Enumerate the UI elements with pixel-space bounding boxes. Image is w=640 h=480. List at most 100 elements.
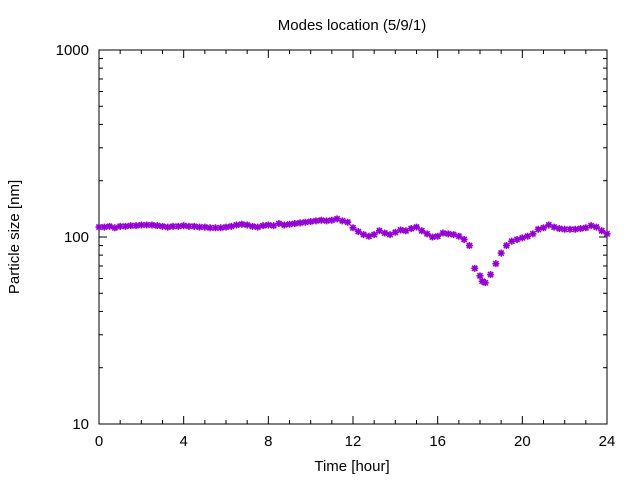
- data-point: [254, 223, 262, 231]
- data-point: [106, 222, 114, 230]
- data-point: [524, 232, 532, 240]
- data-point: [127, 222, 135, 230]
- data-point: [286, 220, 293, 228]
- data-point: [561, 225, 569, 233]
- data-point: [481, 279, 489, 287]
- data-point: [540, 224, 547, 232]
- data-point: [338, 217, 346, 225]
- data-point: [307, 218, 315, 226]
- y-axis-label: Particle size [nm]: [6, 180, 23, 294]
- data-point: [487, 271, 495, 279]
- data-point: [603, 230, 611, 238]
- data-point: [233, 221, 241, 229]
- data-point: [116, 222, 124, 230]
- data-point: [206, 224, 214, 232]
- data-point: [391, 228, 399, 236]
- data-point: [201, 223, 209, 231]
- data-point: [550, 223, 558, 231]
- data-point: [360, 231, 368, 239]
- data-point: [529, 230, 537, 238]
- data-point: [402, 227, 410, 235]
- data-point: [312, 217, 320, 225]
- data-point: [100, 223, 108, 231]
- data-point: [148, 221, 156, 229]
- data-point: [196, 223, 204, 231]
- data-point: [328, 216, 336, 224]
- data-point: [275, 220, 283, 228]
- data-points: [95, 215, 611, 287]
- data-point: [571, 225, 579, 233]
- data-point: [243, 221, 251, 229]
- data-point: [450, 231, 458, 239]
- x-tick-label: 24: [599, 433, 616, 450]
- data-point: [502, 242, 510, 250]
- data-point: [301, 218, 309, 226]
- data-point: [365, 232, 373, 240]
- data-point: [222, 223, 230, 231]
- data-point: [185, 222, 193, 230]
- data-point: [582, 224, 590, 232]
- data-point: [434, 232, 442, 240]
- data-point: [137, 221, 145, 229]
- data-point: [476, 272, 484, 280]
- data-point: [217, 224, 225, 232]
- data-point: [428, 233, 436, 241]
- data-point: [264, 221, 272, 229]
- data-point: [370, 231, 378, 239]
- data-point: [555, 225, 563, 233]
- plot-border: [98, 49, 608, 425]
- data-point: [159, 222, 166, 230]
- data-point: [460, 235, 468, 243]
- data-point: [592, 223, 600, 231]
- data-point: [375, 227, 383, 235]
- data-point: [577, 225, 585, 233]
- data-point: [174, 222, 182, 230]
- data-point: [508, 237, 516, 245]
- data-point: [545, 221, 553, 229]
- x-axis-label: Time [hour]: [314, 458, 389, 475]
- y-tick-label: 100: [64, 229, 89, 246]
- data-point: [296, 219, 304, 227]
- data-point: [143, 221, 151, 229]
- x-tick-label: 4: [179, 433, 187, 450]
- data-point: [280, 221, 288, 229]
- data-point: [598, 227, 606, 235]
- data-point: [169, 222, 177, 230]
- data-point: [121, 222, 129, 230]
- data-point: [534, 225, 542, 233]
- data-point: [211, 224, 219, 232]
- data-point: [455, 232, 463, 240]
- data-point: [248, 222, 256, 230]
- data-point: [333, 215, 341, 223]
- data-point: [270, 222, 278, 230]
- data-point: [354, 228, 362, 236]
- data-point: [471, 264, 479, 272]
- data-point: [291, 220, 299, 228]
- data-point: [407, 225, 415, 233]
- data-point: [227, 222, 235, 230]
- data-point: [418, 227, 426, 235]
- data-point: [95, 223, 103, 231]
- x-tick-label: 16: [429, 433, 446, 450]
- x-tick-label: 0: [95, 433, 103, 450]
- x-tick-label: 20: [514, 433, 531, 450]
- data-point: [323, 217, 331, 225]
- data-point: [397, 226, 405, 234]
- chart-title: Modes location (5/9/1): [278, 17, 426, 34]
- data-point: [164, 223, 172, 231]
- data-point: [381, 229, 389, 237]
- plot-frame: [98, 49, 608, 425]
- data-point: [518, 234, 526, 242]
- data-point: [132, 222, 140, 230]
- data-point: [513, 235, 521, 243]
- y-tick-label: 1000: [56, 42, 89, 59]
- data-point: [317, 216, 325, 224]
- data-point: [444, 230, 452, 238]
- data-point: [423, 230, 431, 238]
- data-point: [439, 229, 447, 237]
- x-axis-ticks: 0 4 8 12 16 20 24: [95, 50, 616, 450]
- data-point: [190, 222, 198, 230]
- data-point: [413, 223, 420, 231]
